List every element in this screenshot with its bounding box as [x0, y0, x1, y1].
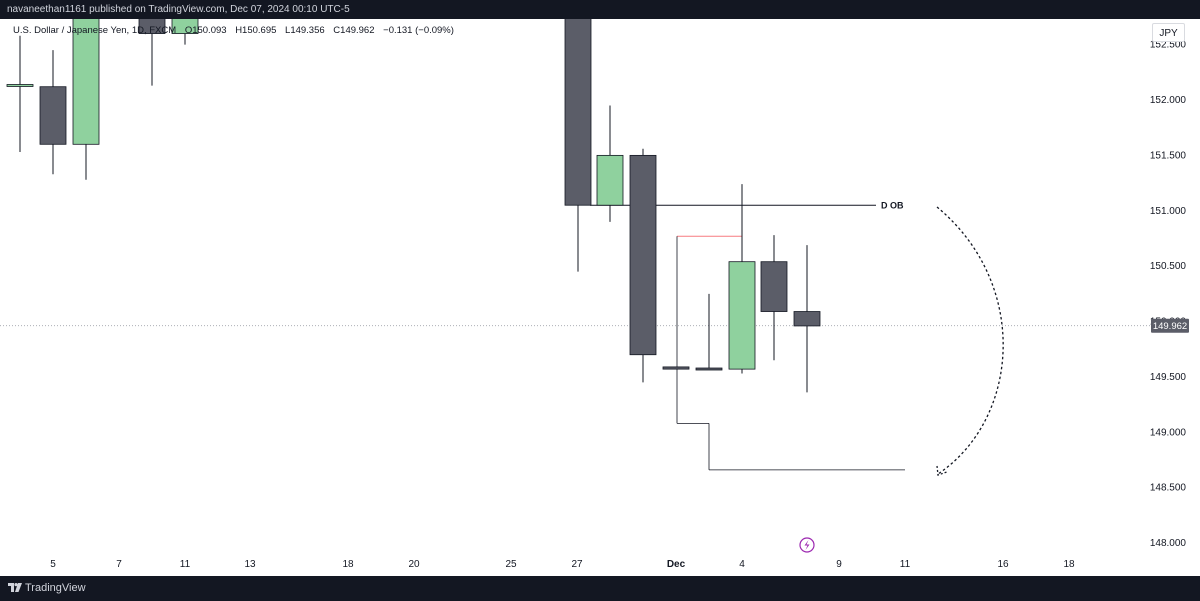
last-price-tag [1151, 318, 1189, 333]
legend-symbol: U.S. Dollar / Japanese Yen, 1D, FXCM [13, 25, 177, 36]
price-tick-label: 148.500 [1150, 483, 1187, 494]
time-tick-label: 9 [836, 559, 842, 570]
time-tick-label: 4 [739, 559, 745, 570]
time-tick-label: 18 [1063, 559, 1075, 570]
price-tick-label: 152.500 [1150, 40, 1187, 51]
candle-body [793, 311, 821, 327]
publish-info: navaneethan1161 published on TradingView… [7, 4, 350, 15]
candle-body [72, 19, 100, 145]
candle-body [695, 367, 723, 371]
price-tick-label: 151.500 [1150, 150, 1187, 161]
time-tick-label: 25 [505, 559, 517, 570]
tradingview-logo[interactable]: TradingView [8, 582, 86, 594]
candle-body [39, 86, 67, 145]
legend-high: H150.695 [235, 25, 277, 36]
candle-body [564, 19, 592, 206]
legend-change: −0.131 (−0.09%) [383, 25, 454, 36]
time-tick-label: 16 [997, 559, 1009, 570]
time-tick-label: 13 [244, 559, 256, 570]
time-tick-label: 11 [900, 559, 911, 570]
currency-button[interactable]: JPY [1152, 23, 1185, 42]
candle-body [760, 261, 788, 312]
price-tick-label: 151.000 [1150, 206, 1187, 217]
projection-arrow[interactable] [936, 206, 1004, 475]
candle-body [6, 84, 34, 87]
candle-body [138, 19, 166, 34]
price-tick-label: 152.000 [1150, 95, 1187, 106]
time-tick-label: 5 [50, 559, 56, 570]
time-tick-label: Dec [667, 559, 686, 570]
candle-body [171, 19, 199, 34]
publish-header: navaneethan1161 published on TradingView… [0, 0, 1200, 19]
candle[interactable] [72, 19, 100, 180]
footer-brand: TradingView [25, 582, 86, 594]
price-tick-label: 150.500 [1150, 261, 1187, 272]
plot-background [0, 19, 1200, 576]
time-tick-label: 7 [116, 559, 122, 570]
legend-close: C149.962 [333, 25, 375, 36]
chart-legend: U.S. Dollar / Japanese Yen, 1D, FXCM O15… [13, 25, 460, 36]
candle[interactable] [138, 19, 166, 86]
candle[interactable] [695, 293, 723, 371]
candle-body [662, 366, 690, 370]
legend-low: L149.356 [285, 25, 325, 36]
price-chart[interactable]: D OB 152.500 152.000 151.500 151.000 150.500… [0, 19, 1200, 576]
tradingview-icon [8, 583, 22, 592]
candle[interactable] [564, 19, 592, 272]
legend-open: O150.093 [184, 25, 227, 36]
time-tick-label: 27 [571, 559, 583, 570]
price-tick-label: 149.000 [1150, 427, 1187, 438]
candle[interactable] [596, 105, 624, 222]
lightning-icon[interactable] [799, 537, 815, 553]
candle[interactable] [760, 235, 788, 361]
candle[interactable] [793, 245, 821, 393]
candle[interactable] [728, 184, 756, 374]
time-tick-label: 20 [408, 559, 420, 570]
last-price-value: 149.962 [1153, 321, 1187, 332]
candle[interactable] [6, 35, 34, 153]
candle[interactable] [662, 366, 690, 370]
candle[interactable] [39, 50, 67, 175]
time-tick-label: 11 [180, 559, 191, 570]
projection-arrowhead [936, 465, 948, 476]
candle[interactable] [171, 19, 199, 45]
order-block-label: D OB [881, 201, 904, 211]
candle-body [728, 261, 756, 370]
time-tick-label: 18 [342, 559, 354, 570]
footer-bar: TradingView [0, 576, 1200, 601]
price-tick-label: 149.500 [1150, 372, 1187, 383]
candle-body [596, 154, 624, 206]
price-tick-label: 148.000 [1150, 538, 1187, 549]
candle[interactable] [629, 148, 657, 383]
candle-body [629, 154, 657, 356]
